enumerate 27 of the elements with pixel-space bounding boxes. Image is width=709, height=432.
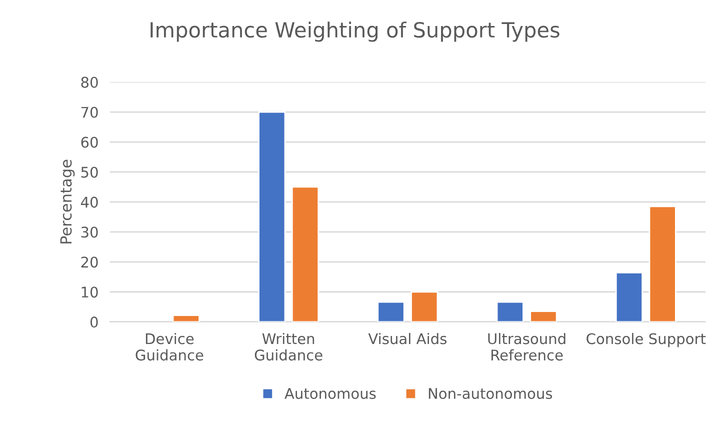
x-tick-label: Written Guidance [254,332,322,361]
chart-title: Importance Weighting of Support Types [150,22,560,42]
x-tick-label: Device Guidance [136,332,204,361]
y-tick-label: 10 [82,286,98,298]
bar [410,291,438,322]
bar [648,206,676,322]
x-tick-label: Ultrasound Reference [488,332,566,361]
y-tick-label: 0 [90,316,98,328]
legend-label: Autonomous [284,388,376,399]
bar [496,301,524,322]
bar [377,301,405,322]
y-tick-label: 60 [81,136,98,148]
bar [258,111,286,322]
y-tick-label: 40 [80,196,98,208]
y-axis-title: Percentage [60,160,75,244]
y-tick-label: 30 [81,226,98,238]
y-tick-label: 50 [81,166,98,178]
legend-label: Non-autonomous [428,388,552,399]
x-tick-label: Visual Aids [368,332,446,344]
y-tick-label: 70 [81,106,98,118]
bar [615,272,644,322]
bar [291,186,320,322]
bar [172,314,200,322]
x-tick-label: Console Support [586,332,706,348]
y-tick-label: 80 [81,76,98,88]
bar [530,310,558,322]
y-tick-label: 20 [81,256,98,268]
